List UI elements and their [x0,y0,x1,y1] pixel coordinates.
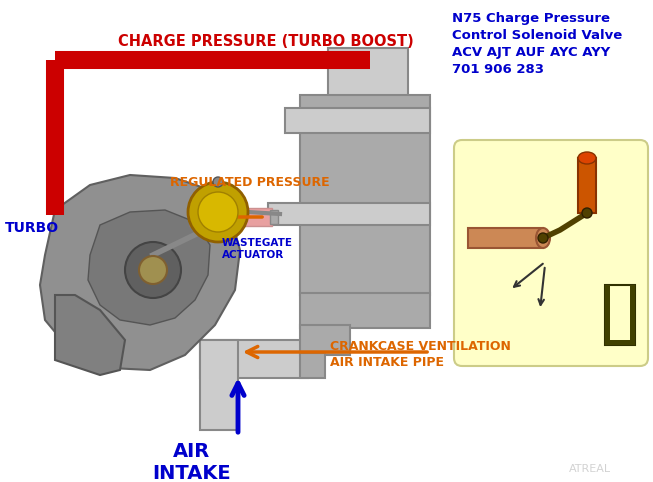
Bar [268,203,430,225]
Circle shape [538,233,548,243]
Bar [468,228,543,248]
Text: TURBO: TURBO [5,221,59,235]
Ellipse shape [578,152,596,164]
Bar [605,285,635,345]
Circle shape [139,256,167,284]
Bar [270,210,278,224]
Bar [605,285,610,345]
Text: ATREAL: ATREAL [569,464,611,474]
Bar [285,108,430,133]
Bar [605,340,635,345]
Text: AIR
INTAKE: AIR INTAKE [153,442,231,482]
Circle shape [198,192,238,232]
Text: N75 Charge Pressure
Control Solenoid Valve
ACV AJT AUF AYC AYY
701 906 283: N75 Charge Pressure Control Solenoid Val… [452,12,622,76]
FancyBboxPatch shape [454,140,648,366]
Ellipse shape [536,228,550,248]
Polygon shape [88,210,210,325]
Bar [630,285,635,345]
Text: REGULATED PRESSURE: REGULATED PRESSURE [170,176,330,189]
Bar [300,293,430,328]
Bar [300,353,325,378]
Circle shape [125,242,181,298]
Bar [300,325,350,355]
Bar [190,208,272,226]
Bar [200,340,238,430]
Polygon shape [40,175,240,370]
Bar [328,48,408,98]
Bar [300,95,430,295]
Circle shape [188,182,248,242]
Text: CHARGE PRESSURE (TURBO BOOST): CHARGE PRESSURE (TURBO BOOST) [118,35,414,50]
Text: WASTEGATE
ACTUATOR: WASTEGATE ACTUATOR [222,238,293,260]
Bar [578,158,596,213]
Bar [200,340,308,378]
Polygon shape [55,295,125,375]
Circle shape [213,177,223,187]
Circle shape [582,208,592,218]
Text: CRANKCASE VENTILATION
AIR INTAKE PIPE: CRANKCASE VENTILATION AIR INTAKE PIPE [330,340,511,369]
